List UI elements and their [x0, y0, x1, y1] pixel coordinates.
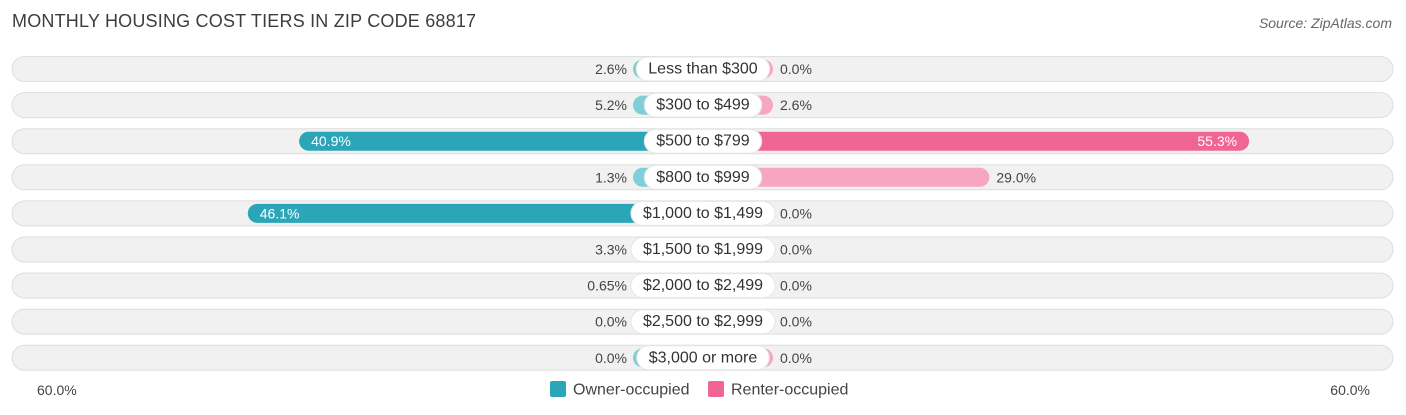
category-label-pill [630, 237, 776, 262]
axis-label-left: 60.0% [37, 382, 77, 398]
owner-value-label: 0.0% [595, 314, 627, 330]
legend-owner-swatch [550, 381, 566, 397]
owner-value-label: 5.2% [595, 97, 627, 113]
owner-value-label: 3.3% [595, 242, 627, 258]
category-label-pill [643, 92, 763, 118]
owner-value-label: 1.3% [595, 169, 627, 185]
category-label: $1,500 to $1,999 [643, 241, 763, 258]
renter-value-label: 0.0% [780, 278, 812, 294]
category-label: $2,500 to $2,999 [643, 313, 763, 330]
renter-value-label: 29.0% [996, 169, 1036, 185]
legend-renter-swatch [708, 381, 724, 397]
category-label: $1,000 to $1,499 [643, 205, 763, 222]
owner-bar [247, 203, 703, 223]
renter-value-label: 0.0% [780, 350, 812, 366]
category-label-pill [636, 345, 770, 371]
category-label-pill [630, 200, 776, 226]
renter-bar [703, 131, 1250, 151]
renter-value-label: 0.0% [780, 205, 812, 221]
category-label: $500 to $799 [656, 133, 750, 150]
category-label-pill [630, 273, 776, 299]
category-label: $800 to $999 [656, 169, 750, 186]
renter-value-label: 2.6% [780, 97, 812, 113]
chart-title: MONTHLY HOUSING COST TIERS IN ZIP CODE 6… [12, 11, 477, 31]
renter-bar [703, 167, 990, 187]
category-label-pill [630, 309, 776, 335]
owner-value-label: 40.9% [311, 133, 351, 149]
category-label: $300 to $499 [656, 97, 750, 114]
axis-label-right: 60.0% [1330, 382, 1370, 398]
category-label: $2,000 to $2,499 [643, 277, 763, 294]
owner-value-label: 0.0% [595, 350, 627, 366]
owner-value-label: 2.6% [595, 61, 627, 77]
category-label: Less than $300 [648, 61, 758, 78]
renter-value-label: 0.0% [780, 242, 812, 258]
category-label: $3,000 or more [649, 349, 758, 366]
category-label-pill [635, 56, 771, 82]
owner-value-label: 46.1% [260, 205, 300, 221]
owner-value-label: 0.65% [587, 278, 627, 294]
renter-value-label: 0.0% [780, 61, 812, 77]
renter-value-label: 0.0% [780, 314, 812, 330]
category-label-pill [643, 164, 763, 190]
source-note: Source: ZipAtlas.com [1258, 15, 1392, 31]
owner-bar [299, 131, 703, 151]
renter-value-label: 55.3% [1197, 133, 1237, 149]
legend-owner-label: Owner-occupied [573, 382, 690, 399]
legend-renter-label: Renter-occupied [731, 382, 848, 399]
category-label-pill [643, 128, 763, 154]
